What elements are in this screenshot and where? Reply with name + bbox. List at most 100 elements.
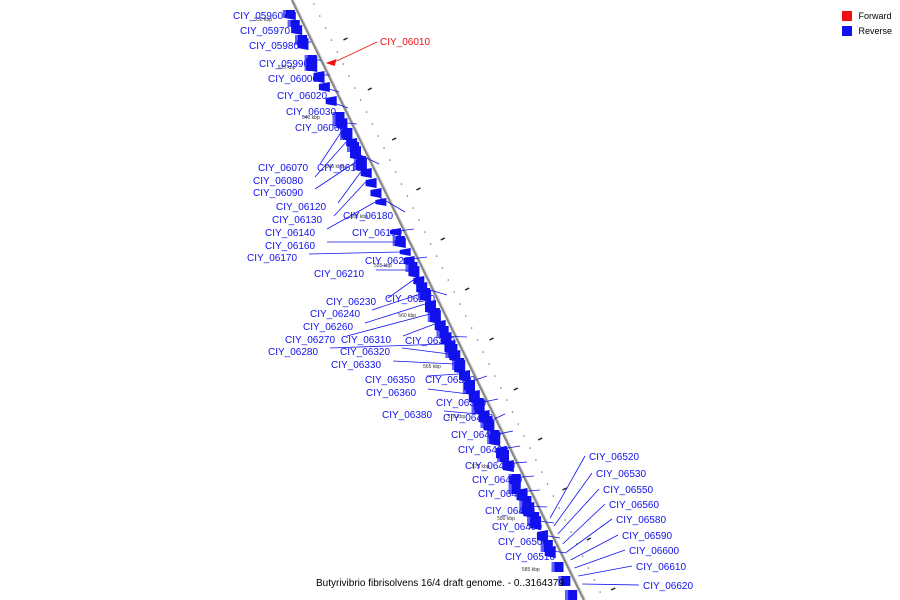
gene-label: CIY_06620 (643, 581, 693, 592)
track-dot (377, 135, 379, 137)
gene-label: CIY_06220 (365, 256, 415, 267)
label-leader (314, 161, 357, 190)
track-dot (552, 495, 555, 497)
track-dot (500, 387, 502, 389)
feature-block-shade (427, 308, 431, 322)
label-leader (530, 519, 555, 524)
track-dot (324, 27, 327, 29)
gene-feature (360, 168, 372, 178)
track-dot (476, 339, 479, 341)
gene-feature (318, 82, 330, 92)
gene-feature (325, 59, 337, 66)
gene-label: CIY_06130 (272, 215, 322, 226)
gene-feature (468, 390, 480, 404)
gene-feature (408, 266, 420, 278)
gene-label: CIY_06210 (314, 269, 364, 280)
legend-forward: Forward (842, 8, 892, 23)
label-leaders (284, 11, 640, 586)
gene-feature (355, 158, 367, 172)
label-leader (544, 549, 568, 554)
gene-label: CIY_06240 (310, 309, 360, 320)
gene-label: CIY_06020 (277, 91, 327, 102)
gene-feature (434, 320, 446, 332)
genome-backbone (290, 0, 586, 600)
genome-backbone-highlight (293, 0, 586, 600)
gene-feature (544, 546, 556, 558)
feature-block-shade (405, 262, 409, 272)
label-leader (370, 191, 406, 213)
gene-label: CIY_06550 (603, 485, 653, 496)
feature-block-shade (347, 142, 351, 152)
genome-caption: Butyrivibrio fibrisolvens 16/4 draft gen… (316, 578, 564, 589)
gene-label: CIY_06160 (265, 241, 315, 252)
gene-feature (444, 340, 456, 354)
track-dot (581, 555, 584, 557)
label-leader (443, 410, 479, 415)
gene-label: CIY_06420 (458, 445, 508, 456)
track-dash (416, 187, 421, 191)
gene-feature (420, 290, 432, 302)
feature-block-shade (519, 496, 523, 514)
label-leader (549, 455, 586, 519)
label-leader (483, 413, 506, 425)
track-dash (343, 37, 348, 41)
gene-label: CIY_06560 (609, 500, 659, 511)
feature-block-shade (565, 590, 569, 600)
track-dot (488, 363, 490, 365)
label-leader (318, 85, 340, 93)
feature-block-shade (487, 430, 491, 444)
gene-label: CIY_06340 (405, 336, 455, 347)
forward-swatch (842, 10, 853, 21)
scale-ticks: 530 kbp 535 kbp 540 kbp 545 kbp 550 kbp 555 k… (254, 17, 540, 573)
label-leader (336, 121, 358, 125)
label-leader (308, 251, 400, 255)
gene-feature (297, 38, 309, 50)
feature-dashes (343, 37, 616, 591)
gene-label: CIY_06510 (505, 552, 555, 563)
feature-block (287, 20, 300, 27)
gene-feature (449, 350, 461, 362)
track-dot (429, 243, 432, 245)
gene-feature (370, 188, 382, 198)
label-leader (337, 171, 362, 204)
track-dot (371, 123, 374, 125)
gene-feature (346, 138, 358, 148)
feature-block-shade (527, 512, 531, 526)
gene-feature (403, 256, 415, 266)
gene-label: CIY_06520 (589, 452, 639, 463)
label-leader (402, 323, 435, 337)
label-leader (562, 503, 606, 545)
track-dot (529, 447, 531, 449)
label-leader (314, 141, 347, 178)
label-leader (284, 11, 296, 17)
scale-tick-label: 580 kbp (497, 516, 515, 522)
feature-block (551, 562, 564, 572)
track-dot (453, 291, 455, 293)
label-leader (523, 505, 548, 508)
gene-label: CIY_06290 (385, 294, 435, 305)
track-dot (406, 195, 409, 197)
track-dot (342, 63, 344, 65)
track-dot (447, 279, 450, 281)
gene-label: CIY_06410 (451, 430, 501, 441)
track-dot (587, 567, 590, 569)
gene-label: CIY_06600 (629, 546, 679, 557)
label-leader (473, 398, 499, 405)
gene-label: CIY_05980 (249, 41, 299, 52)
track-dot (383, 147, 385, 149)
track-dot (418, 219, 420, 221)
label-leader (582, 583, 640, 586)
gene-feature (313, 71, 325, 83)
gene-label: CIY_06120 (276, 202, 326, 213)
gene-label: CIY_06380 (382, 410, 432, 421)
label-leader (349, 149, 380, 165)
legend-reverse: Reverse (842, 23, 892, 38)
gene-feature (429, 310, 441, 324)
gene-label: CIY_06390 (436, 398, 486, 409)
label-leader (364, 303, 426, 324)
gene-labels: CIY_05960 CIY_05970 CIY_05980 CIY_05990 CIY_… (233, 11, 693, 592)
track-dot (441, 267, 444, 269)
gene-feature (375, 198, 387, 206)
label-leader (336, 41, 378, 62)
